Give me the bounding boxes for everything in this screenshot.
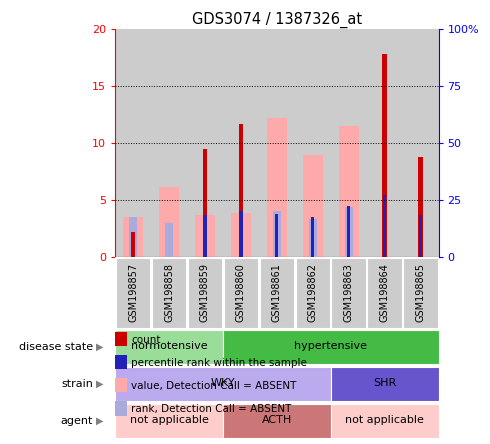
Bar xyxy=(311,217,315,257)
Text: normotensive: normotensive xyxy=(131,341,207,351)
Bar xyxy=(159,187,179,257)
Title: GDS3074 / 1387326_at: GDS3074 / 1387326_at xyxy=(192,11,362,28)
Text: GSM198859: GSM198859 xyxy=(200,263,210,322)
Bar xyxy=(131,232,135,257)
Text: GSM198858: GSM198858 xyxy=(164,263,174,322)
FancyBboxPatch shape xyxy=(152,258,186,328)
Bar xyxy=(203,215,207,257)
FancyBboxPatch shape xyxy=(223,404,331,438)
FancyBboxPatch shape xyxy=(368,258,402,328)
Bar xyxy=(123,217,143,257)
Bar xyxy=(383,195,386,257)
FancyBboxPatch shape xyxy=(295,258,330,328)
FancyBboxPatch shape xyxy=(115,330,223,364)
Text: strain: strain xyxy=(61,379,93,389)
FancyBboxPatch shape xyxy=(115,404,223,438)
Bar xyxy=(275,214,278,257)
FancyBboxPatch shape xyxy=(331,258,366,328)
Text: SHR: SHR xyxy=(373,378,396,388)
Bar xyxy=(231,213,251,257)
FancyBboxPatch shape xyxy=(403,258,438,328)
Bar xyxy=(203,149,207,257)
Text: GSM198860: GSM198860 xyxy=(236,263,246,321)
Bar xyxy=(195,215,215,257)
Text: rank, Detection Call = ABSENT: rank, Detection Call = ABSENT xyxy=(131,404,292,414)
Bar xyxy=(309,219,317,257)
FancyBboxPatch shape xyxy=(188,258,222,328)
Bar xyxy=(347,206,350,257)
Text: count: count xyxy=(131,335,161,345)
Bar xyxy=(367,29,403,257)
FancyBboxPatch shape xyxy=(260,258,294,328)
Text: agent: agent xyxy=(61,416,93,426)
Text: hypertensive: hypertensive xyxy=(294,341,367,351)
Text: GSM198863: GSM198863 xyxy=(343,263,354,321)
Text: GSM198862: GSM198862 xyxy=(308,263,318,322)
Text: WKY: WKY xyxy=(211,378,235,388)
FancyBboxPatch shape xyxy=(223,258,258,328)
FancyBboxPatch shape xyxy=(331,404,439,438)
Text: not applicable: not applicable xyxy=(345,415,424,425)
Text: ▶: ▶ xyxy=(96,416,103,426)
Bar xyxy=(295,29,331,257)
Text: GSM198861: GSM198861 xyxy=(272,263,282,321)
FancyBboxPatch shape xyxy=(116,258,150,328)
FancyBboxPatch shape xyxy=(223,330,439,364)
Text: GSM198864: GSM198864 xyxy=(380,263,390,321)
Text: percentile rank within the sample: percentile rank within the sample xyxy=(131,358,307,368)
Bar xyxy=(187,29,223,257)
Bar xyxy=(165,223,173,257)
Bar xyxy=(303,155,322,257)
Bar xyxy=(239,211,243,257)
Bar xyxy=(267,118,287,257)
Text: ACTH: ACTH xyxy=(262,415,292,425)
Bar xyxy=(331,29,367,257)
Bar xyxy=(223,29,259,257)
Text: value, Detection Call = ABSENT: value, Detection Call = ABSENT xyxy=(131,381,297,391)
Bar xyxy=(339,126,359,257)
Bar xyxy=(129,217,137,257)
Text: disease state: disease state xyxy=(19,342,93,352)
Text: GSM198857: GSM198857 xyxy=(128,263,138,322)
Bar xyxy=(273,211,281,257)
Bar xyxy=(403,29,439,257)
FancyBboxPatch shape xyxy=(331,367,439,401)
Bar xyxy=(345,207,353,257)
Bar xyxy=(418,157,423,257)
Bar xyxy=(259,29,295,257)
Bar xyxy=(383,54,387,257)
Text: not applicable: not applicable xyxy=(130,415,208,425)
Bar xyxy=(419,215,422,257)
Bar xyxy=(151,29,187,257)
Bar xyxy=(115,29,151,257)
Text: GSM198865: GSM198865 xyxy=(416,263,426,322)
Text: ▶: ▶ xyxy=(96,342,103,352)
Text: ▶: ▶ xyxy=(96,379,103,389)
FancyBboxPatch shape xyxy=(115,367,331,401)
Bar xyxy=(239,123,243,257)
